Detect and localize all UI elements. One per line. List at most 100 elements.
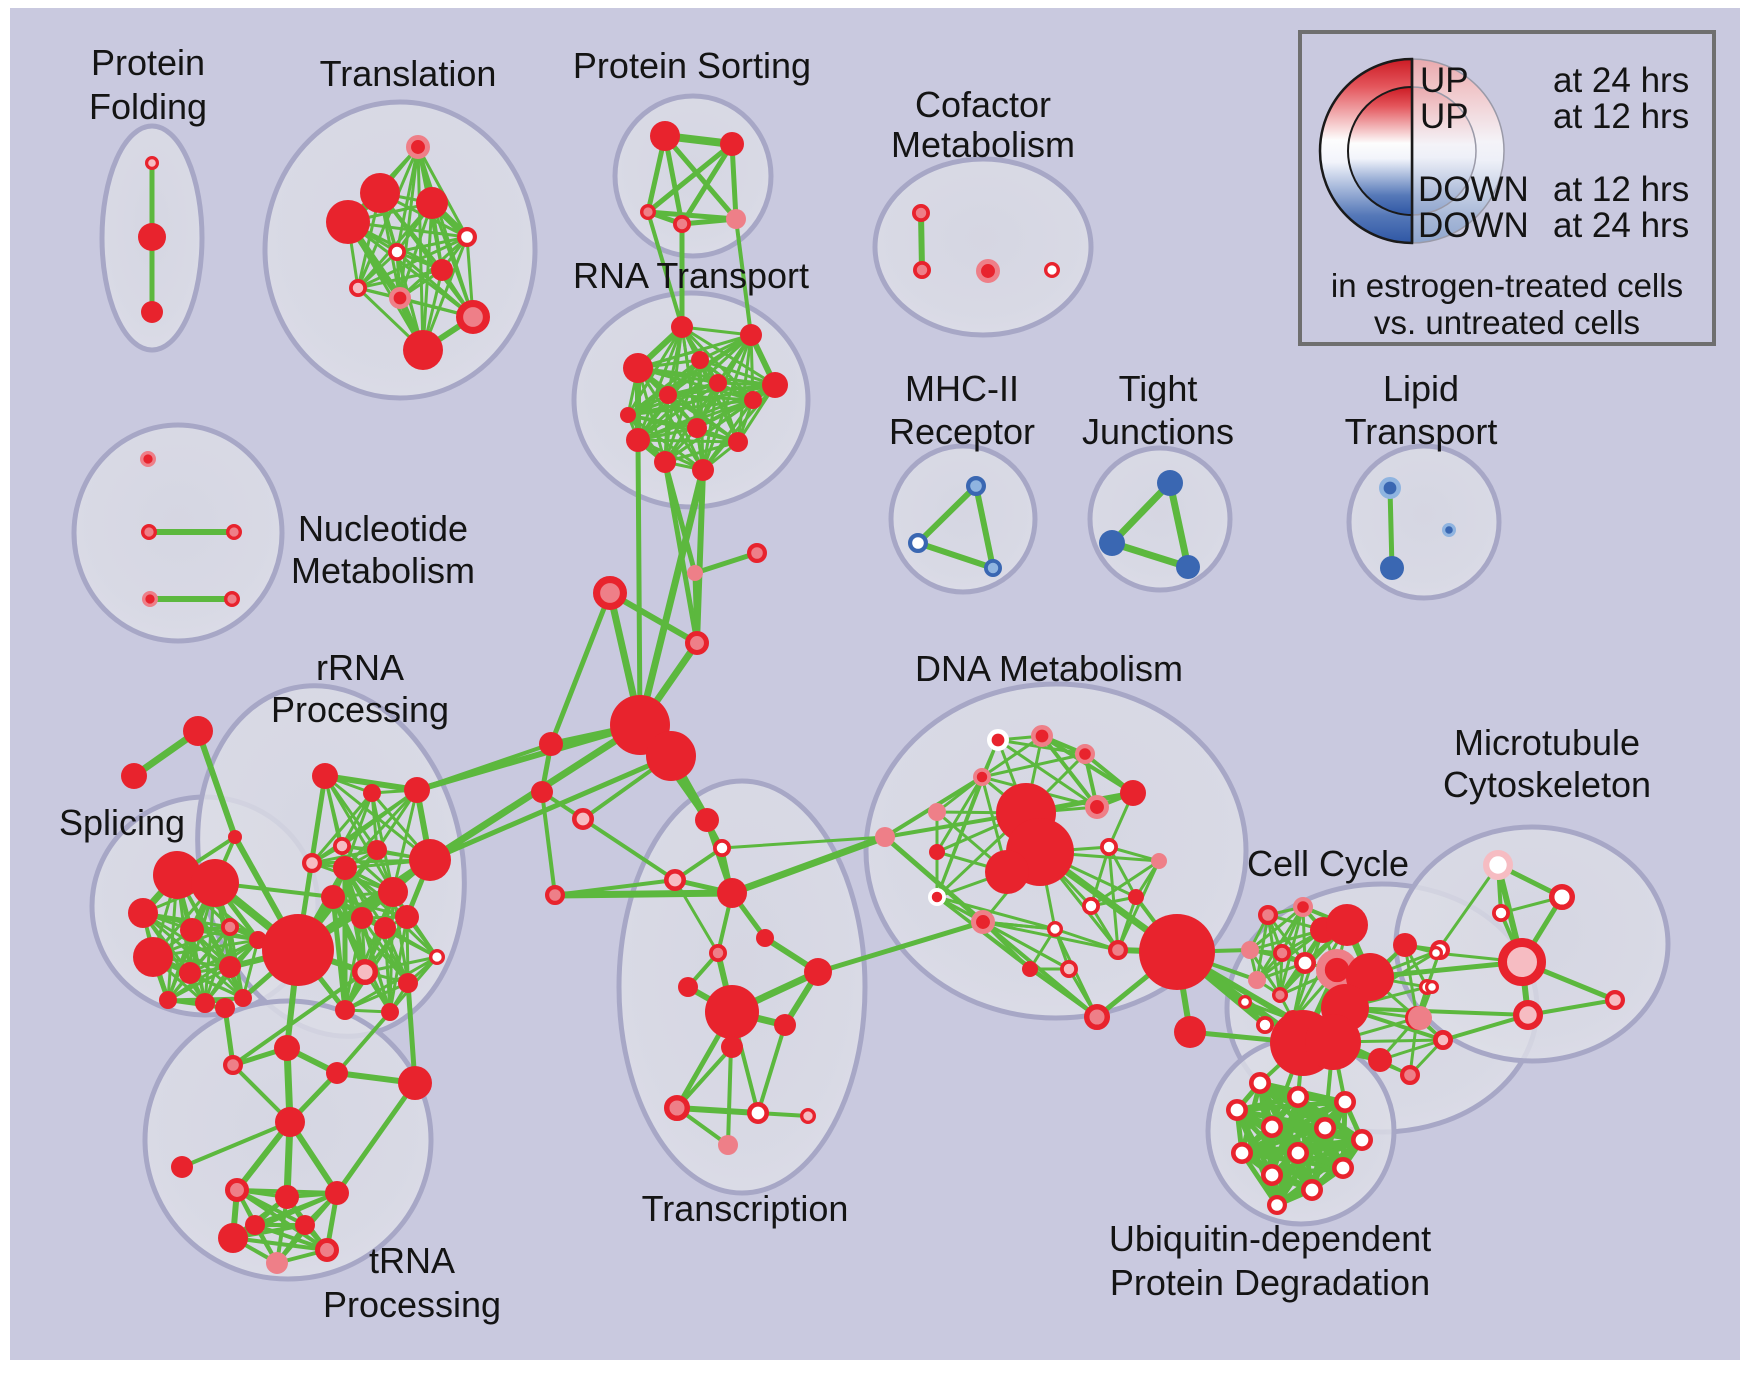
- network-edge: [356, 235, 469, 290]
- network-edge: [626, 383, 777, 417]
- cluster-label-nucleotide-metabolism: Metabolism: [291, 550, 475, 591]
- gene-node-splicing: [153, 851, 201, 899]
- network-edge: [343, 981, 410, 1012]
- gene-node-dna-metabolism: [928, 888, 947, 907]
- gene-node-trna-processing: [275, 1185, 299, 1209]
- cluster-label-ubiquitin-degradation: Protein Degradation: [1110, 1262, 1430, 1303]
- gene-node-cofactor-metabolism: [976, 258, 1001, 283]
- gene-node-translation: [431, 259, 453, 281]
- gene-node-protein-folding: [141, 301, 163, 323]
- cluster-bubble-lipid-transport: [1346, 443, 1502, 601]
- gene-node-cell-cycle: [1292, 896, 1313, 917]
- cluster-bubble-tight-junctions: [1087, 445, 1233, 593]
- network-edge: [310, 788, 419, 865]
- network-edge: [195, 728, 238, 840]
- cluster-label-translation: Translation: [320, 53, 497, 94]
- legend-down-24-time: at 24 hrs: [1553, 206, 1689, 245]
- gene-node-transcription: [718, 1135, 738, 1155]
- gene-node-transcription: [713, 839, 732, 858]
- network-edge: [679, 141, 735, 227]
- network-edge: [698, 358, 755, 402]
- network-edge: [673, 878, 720, 955]
- cluster-bubble-mhc-ii-receptor: [888, 443, 1038, 595]
- gene-node-translation: [349, 279, 368, 298]
- network-edge: [241, 938, 260, 1000]
- gene-node-transcription: [678, 977, 698, 997]
- network-edge: [728, 833, 889, 897]
- gene-node-cell-cycle: [1241, 941, 1259, 959]
- network-edge: [1089, 845, 1111, 908]
- legend-down-24-dir: DOWN: [1418, 206, 1529, 245]
- network-edge: [1107, 845, 1120, 952]
- gene-node-backbone-hub: [687, 565, 703, 581]
- network-edge: [430, 201, 475, 319]
- gene-node-dna-metabolism: [1100, 838, 1119, 857]
- gene-node-backbone-hub: [539, 732, 563, 756]
- gene-node-dna-metabolism: [973, 768, 992, 787]
- network-edge: [1053, 927, 1120, 952]
- gene-node-rrna-processing: [312, 763, 338, 789]
- gene-node-backbone-hub: [531, 781, 553, 803]
- network-edge: [1108, 479, 1174, 547]
- gene-node-protein-sorting: [639, 203, 656, 220]
- gene-node-dna-metabolism: [1120, 780, 1146, 806]
- gene-node-microtubule-cytoskeleton: [1604, 989, 1625, 1010]
- gene-node-backbone-hub: [593, 576, 628, 611]
- cluster-label-trna-processing: Processing: [323, 1284, 501, 1325]
- network-edge: [626, 413, 740, 444]
- network-edge: [253, 1191, 339, 1227]
- network-edge: [330, 894, 368, 975]
- legend-up-24-dir: UP: [1420, 61, 1469, 100]
- gene-node-cell-cycle: [1294, 951, 1317, 974]
- gene-node-lipid-transport: [1441, 522, 1456, 537]
- gene-node-mhc-ii-receptor: [984, 559, 1003, 578]
- gene-node-rrna-processing: [352, 958, 379, 985]
- gene-node-splicing: [219, 956, 241, 978]
- network-edge: [698, 358, 777, 387]
- network-edge: [980, 734, 1044, 779]
- network-edge: [1116, 859, 1161, 952]
- gene-node-rrna-processing: [374, 917, 396, 939]
- gene-node-trna-processing: [275, 1107, 305, 1137]
- network-edge: [231, 970, 367, 1067]
- network-edge: [815, 919, 986, 975]
- gene-node-rna-transport: [762, 372, 788, 398]
- network-edge: [1434, 863, 1500, 955]
- gene-node-transcription: [663, 1094, 690, 1121]
- network-edge: [383, 926, 392, 1014]
- network-edge: [346, 220, 475, 319]
- gene-node-splicing: [228, 830, 242, 844]
- network-edge: [626, 398, 755, 417]
- gene-node-rna-transport: [659, 386, 677, 404]
- nodes-layer: [121, 121, 1625, 1274]
- gene-node-cell-cycle: [1399, 1064, 1420, 1085]
- gene-node-cell-cycle: [1326, 904, 1368, 946]
- gene-node-tight-junctions: [1157, 470, 1183, 496]
- gene-node-ubiquitin-degradation: [1231, 1142, 1254, 1165]
- network-edge: [231, 1236, 329, 1252]
- network-edge: [310, 791, 374, 865]
- network-edge: [553, 878, 677, 897]
- network-edge: [1367, 959, 1525, 980]
- gene-node-ubiquitin-degradation: [1332, 1157, 1355, 1180]
- gene-node-dna-metabolism: [1083, 1003, 1110, 1030]
- network-edge: [427, 753, 674, 863]
- gene-node-dna-metabolism: [1047, 920, 1064, 937]
- legend-box: UP at 24 hrs UP at 12 hrs DOWN at 12 hrs…: [1298, 30, 1716, 346]
- gene-node-trna-processing: [225, 1178, 250, 1203]
- gene-node-microtubule-cytoskeleton: [1513, 1000, 1544, 1031]
- gene-node-trna-processing: [325, 1181, 349, 1205]
- network-edge: [1028, 967, 1099, 1019]
- cluster-label-lipid-transport: Lipid: [1383, 368, 1459, 409]
- network-edge: [1108, 539, 1192, 571]
- network-edge: [188, 938, 260, 975]
- gene-node-cofactor-metabolism: [913, 261, 932, 280]
- gene-node-trna-processing: [295, 1215, 315, 1235]
- network-edge: [720, 835, 887, 850]
- gene-node-transcription: [746, 1102, 769, 1125]
- cluster-label-ubiquitin-degradation: Ubiquitin-dependent: [1109, 1218, 1431, 1259]
- gene-node-splicing: [191, 859, 239, 907]
